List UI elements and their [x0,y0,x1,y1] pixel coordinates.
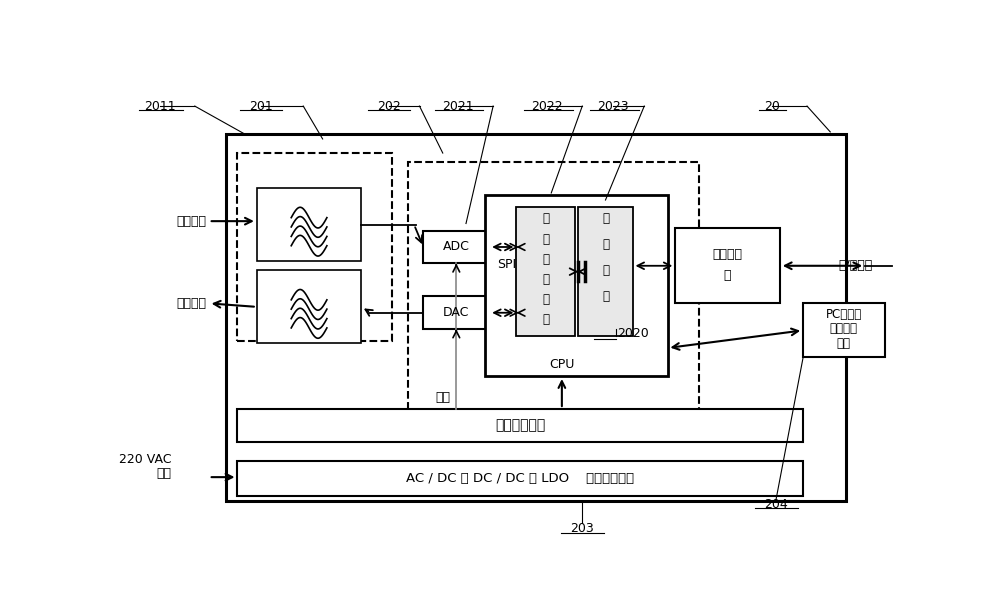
Text: 2020: 2020 [617,328,649,340]
Text: 2011: 2011 [144,99,176,113]
Bar [423,296,489,329]
Bar [516,207,574,336]
Text: 供电: 供电 [156,467,172,480]
Text: 2022: 2022 [532,99,563,113]
Bar [803,303,885,357]
Text: 面: 面 [542,314,549,326]
Text: 时钟管理单元: 时钟管理单元 [495,418,545,432]
Text: 202: 202 [377,99,400,113]
Text: DAC: DAC [443,306,470,319]
Text: 时钟: 时钟 [435,391,450,404]
Text: ADC: ADC [443,240,470,254]
Text: 口: 口 [724,268,731,282]
Text: 204: 204 [764,498,788,511]
Text: 界面: 界面 [837,337,851,350]
Text: 字: 字 [542,232,549,245]
Text: 20: 20 [764,99,780,113]
Text: 接收输出: 接收输出 [176,297,206,310]
Bar [237,153,392,341]
Text: 接: 接 [602,264,609,277]
Bar [257,188,361,261]
Text: 输: 输 [602,238,609,251]
Bar [675,228,780,303]
Text: 201: 201 [249,99,272,113]
Text: 口: 口 [542,273,549,286]
Text: 接: 接 [542,253,549,266]
Text: 2021: 2021 [442,99,474,113]
Text: 数: 数 [542,212,549,225]
Bar [578,207,633,336]
Bar [485,195,668,376]
Bar [226,134,846,501]
Text: CPU: CPU [549,358,575,371]
Bar [257,270,361,343]
Text: SPI: SPI [498,257,517,271]
Text: 传: 传 [602,212,609,225]
Text: 203: 203 [570,522,594,536]
Text: 220 VAC: 220 VAC [119,453,172,466]
Text: 口: 口 [602,290,609,303]
Text: 发射输入: 发射输入 [176,215,206,228]
Text: 界: 界 [542,293,549,306]
Bar [408,162,698,411]
Text: 2023: 2023 [597,99,629,113]
Bar [237,461,803,496]
Text: AC / DC 、 DC / DC 、 LDO    电源管理单元: AC / DC 、 DC / DC 、 LDO 电源管理单元 [406,472,634,485]
Text: 光/电接口: 光/电接口 [839,259,873,272]
Text: 制台软件: 制台软件 [830,323,858,336]
Text: 以太网接: 以太网接 [713,248,743,260]
Bar [423,231,489,264]
Text: PC机及控: PC机及控 [826,309,862,321]
Bar [237,409,803,442]
